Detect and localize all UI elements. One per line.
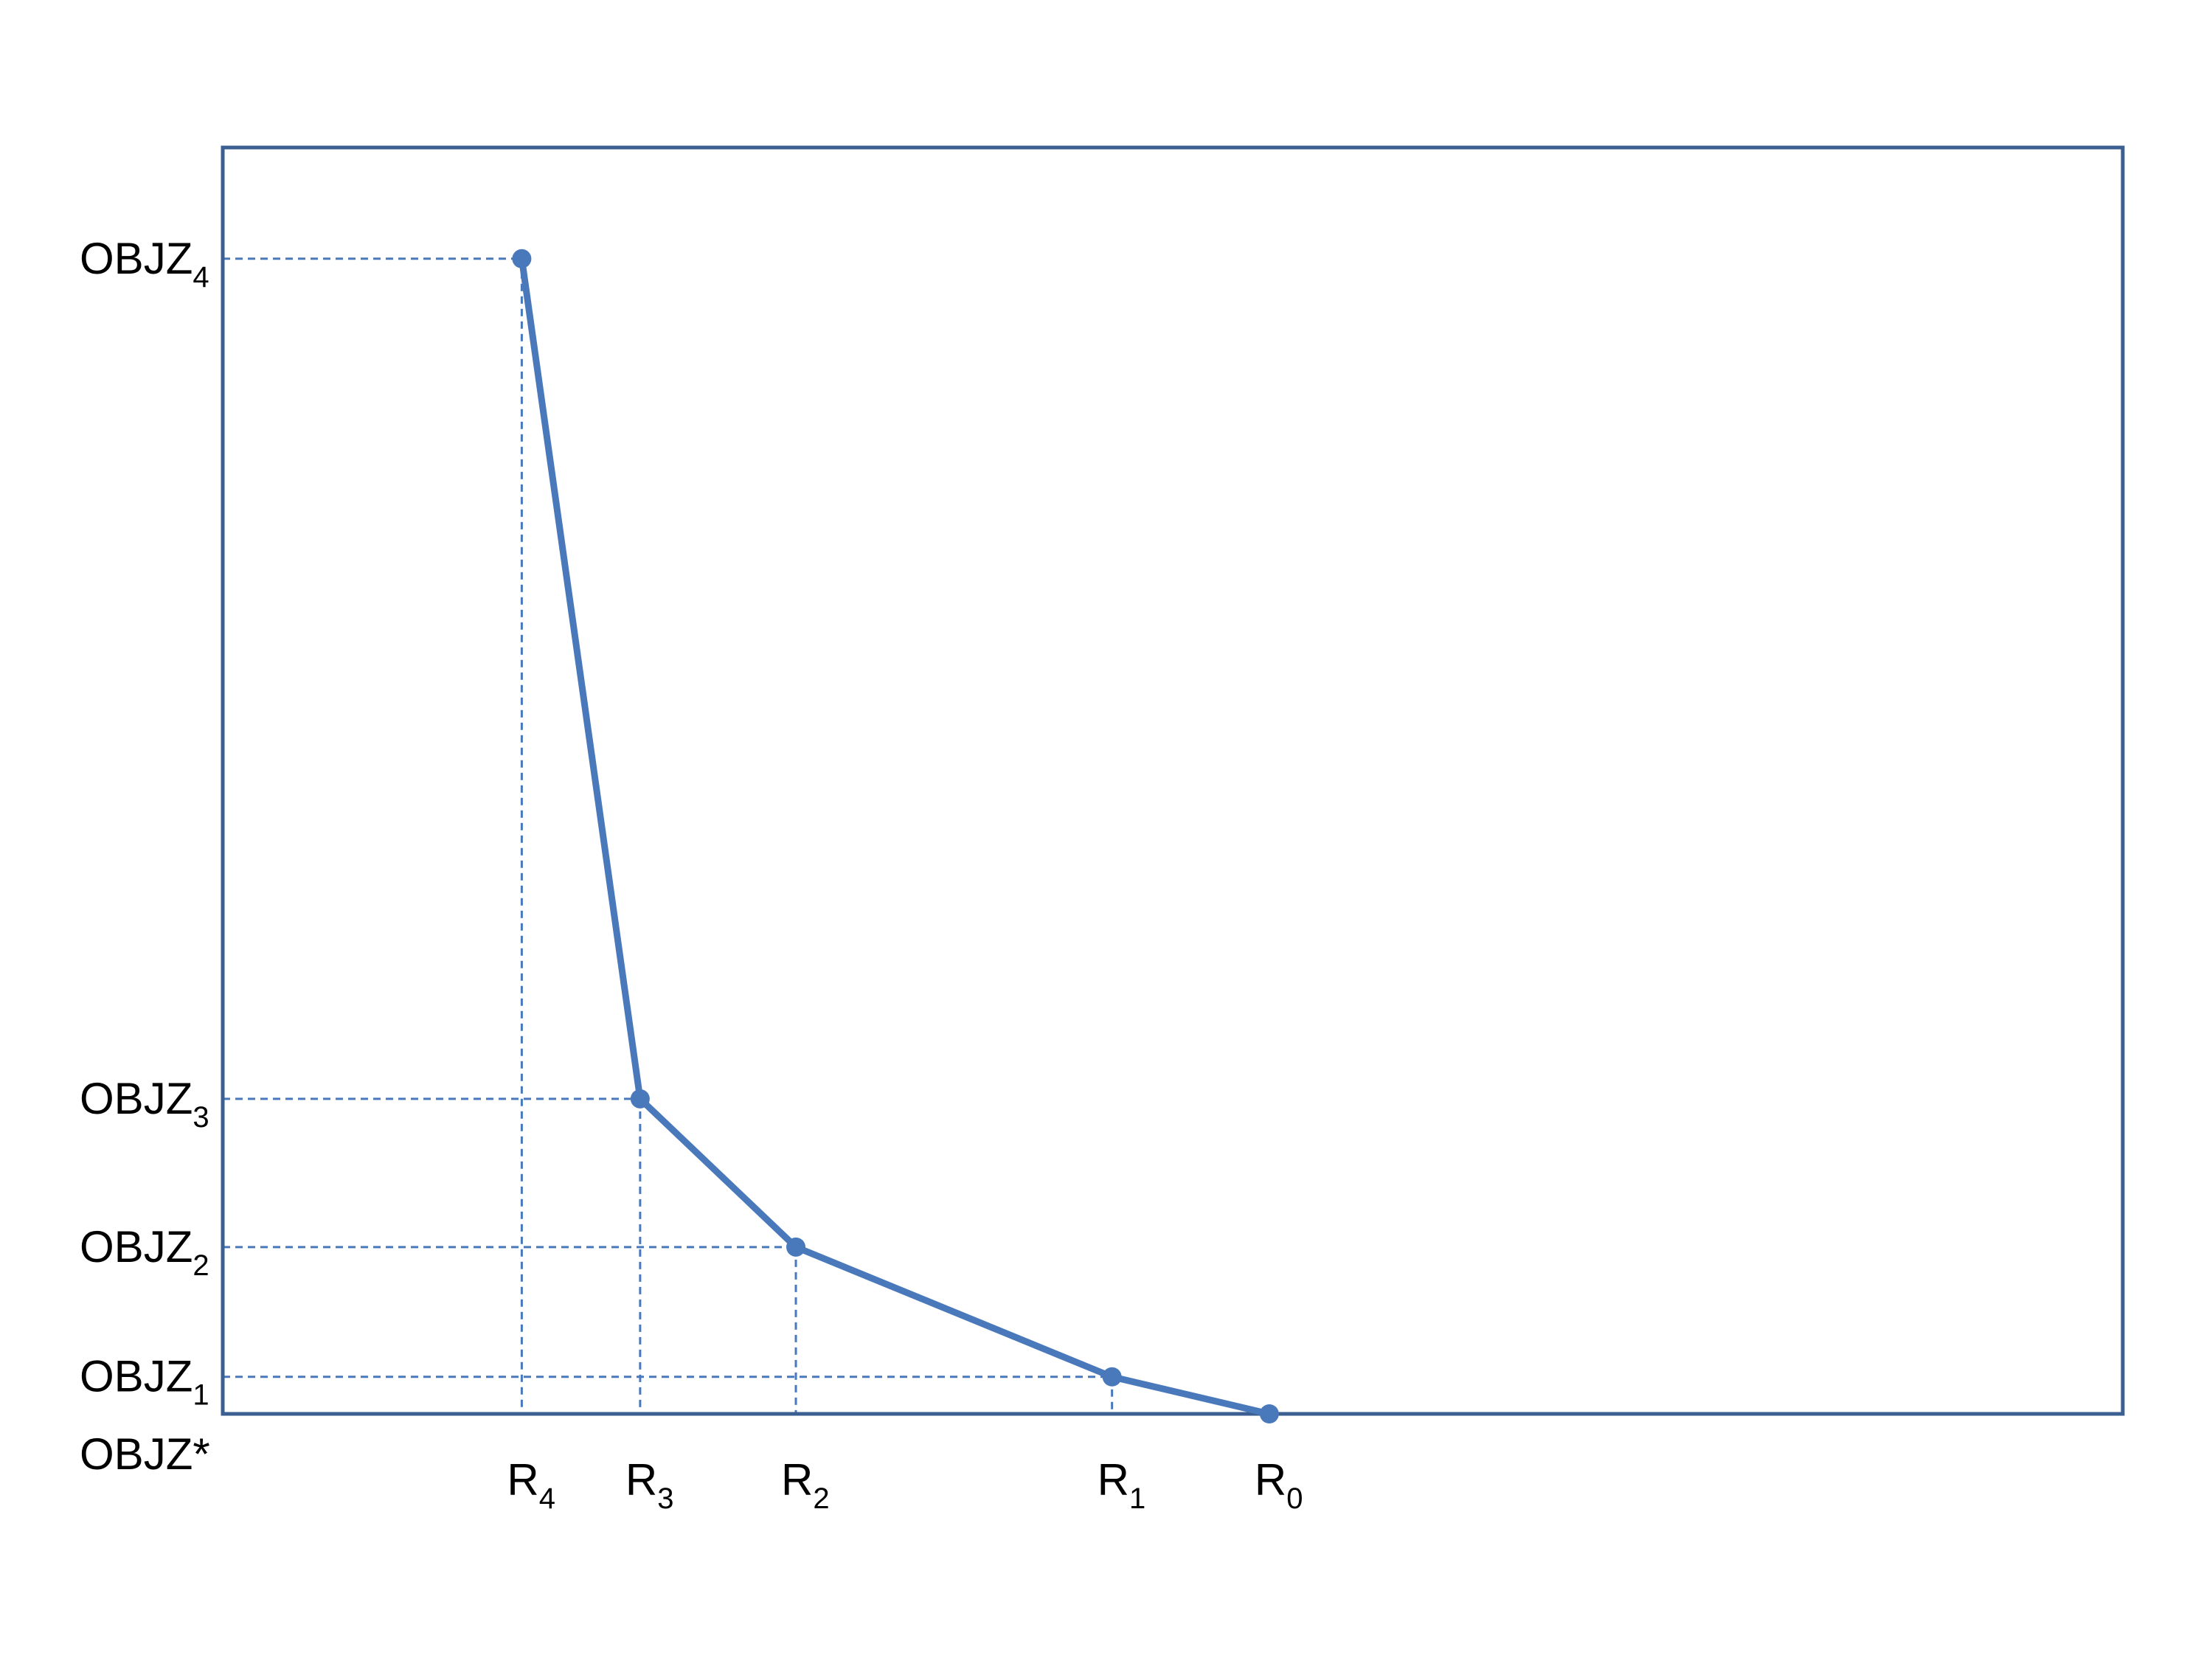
data-point-4 xyxy=(1259,1404,1279,1423)
data-point-0 xyxy=(512,249,532,268)
data-point-1 xyxy=(630,1089,650,1109)
x-tick-label-2: R2 xyxy=(781,1455,830,1515)
data-point-2 xyxy=(786,1237,806,1257)
y-tick-label-0: OBJZ4 xyxy=(80,234,209,294)
data-point-3 xyxy=(1102,1367,1122,1387)
plot-frame xyxy=(221,145,2125,1416)
y-tick-label-3: OBJZ1 xyxy=(80,1352,209,1412)
x-tick-label-4: R0 xyxy=(1255,1455,1303,1515)
y-tick-label-4: OBJZ* xyxy=(80,1429,210,1479)
y-tick-label-2: OBJZ2 xyxy=(80,1222,209,1282)
x-tick-label-3: R1 xyxy=(1098,1455,1146,1515)
x-tick-label-1: R3 xyxy=(625,1455,674,1515)
markers-layer xyxy=(512,249,1279,1423)
guide-lines-layer xyxy=(223,257,1114,1414)
y-tick-labels: OBJZ4 OBJZ3 OBJZ2 OBJZ1 OBJZ* xyxy=(80,234,210,1479)
series-layer xyxy=(518,255,1273,1418)
x-tick-label-0: R4 xyxy=(507,1455,555,1515)
y-tick-label-1: OBJZ3 xyxy=(80,1074,209,1134)
series-line xyxy=(518,255,1273,1418)
x-tick-labels: R4 R3 R2 R1 R0 xyxy=(507,1455,1303,1515)
